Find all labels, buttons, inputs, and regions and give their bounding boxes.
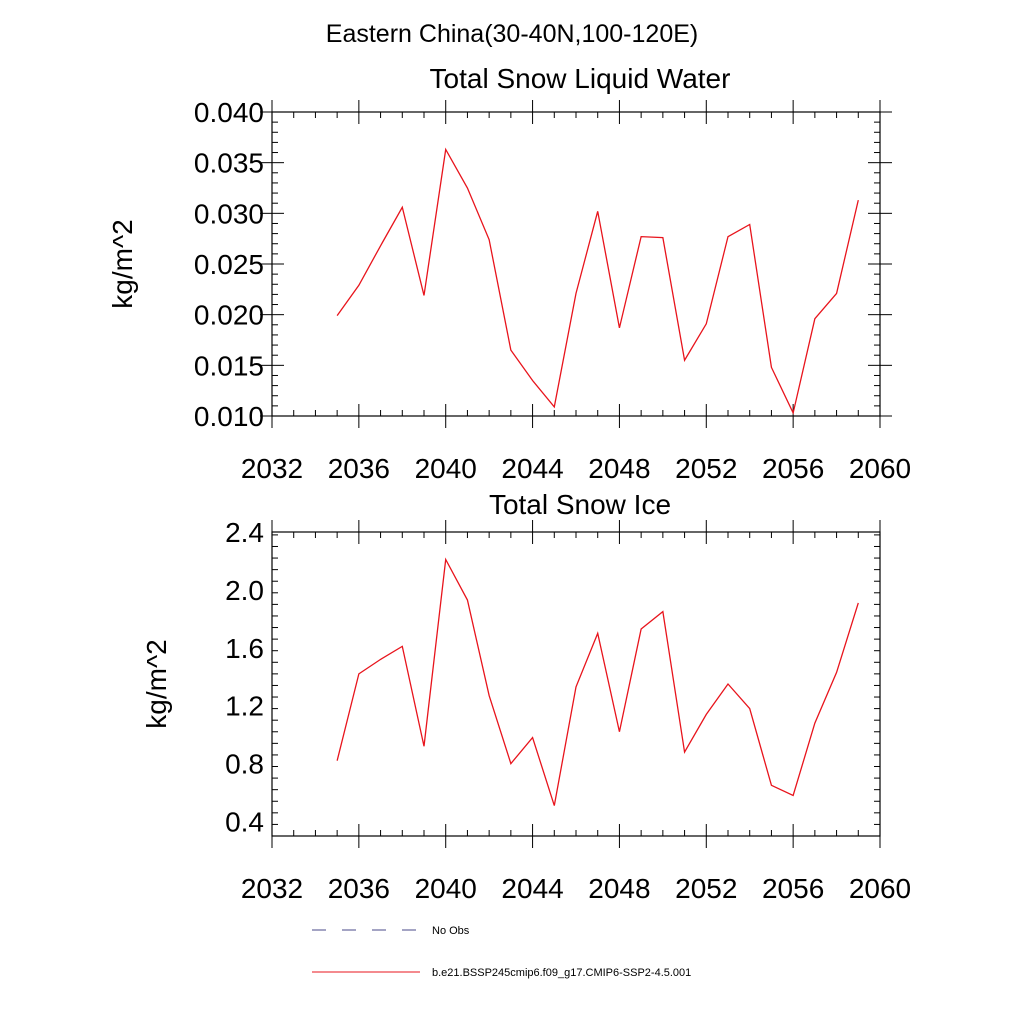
y-tick-label: 0.020: [194, 300, 264, 331]
y-tick-label: 2.0: [225, 575, 264, 606]
x-tick-label: 2052: [675, 453, 737, 484]
chart-panel-snow-ice: Total Snow Ice 2032 2036 2040 2044 2048 2052 20…: [141, 489, 911, 904]
plot-frame: [271, 531, 881, 837]
y-tick-label: 0.8: [225, 749, 264, 780]
x-tick-label: 2036: [328, 453, 390, 484]
y-tick-label: 0.025: [194, 249, 264, 280]
x-tick-label: 2036: [328, 873, 390, 904]
chart-title: Total Snow Ice: [489, 489, 671, 520]
y-axis-label: kg/m^2: [107, 219, 138, 308]
y-tick-label: 0.010: [194, 401, 264, 432]
x-tick-label: 2032: [241, 873, 303, 904]
y-tick-label: 1.2: [225, 691, 264, 722]
legend-label: No Obs: [432, 925, 470, 937]
y-tick-label: 0.030: [194, 198, 264, 229]
series-line: [336, 147, 859, 415]
chart-panel-snow-liquid-water: Total Snow Liquid Water 2032 2036 2040 2044 2…: [107, 63, 911, 484]
x-tick-label: 2040: [415, 453, 477, 484]
y-tick-label: 0.4: [225, 807, 264, 838]
x-tick-label: 2032: [241, 453, 303, 484]
y-axis-label: kg/m^2: [141, 639, 172, 728]
legend: No Obs b.e21.BSSP245cmip6.f09_g17.CMIP6-S…: [312, 925, 691, 979]
x-tick-label: 2048: [588, 873, 650, 904]
plot-frame: [271, 111, 881, 417]
y-tick-label: 0.035: [194, 148, 264, 179]
x-tick-label: 2044: [501, 453, 563, 484]
y-tick-label: 2.4: [225, 517, 264, 548]
x-tick-label: 2052: [675, 873, 737, 904]
x-tick-label: 2060: [849, 453, 911, 484]
chart-title: Total Snow Liquid Water: [430, 63, 731, 94]
series-line: [336, 557, 859, 806]
x-tick-label: 2056: [762, 453, 824, 484]
x-tick-label: 2048: [588, 453, 650, 484]
x-tick-label: 2056: [762, 873, 824, 904]
figure-suptitle: Eastern China(30-40N,100-120E): [326, 20, 698, 48]
y-tick-label: 0.040: [194, 97, 264, 128]
x-tick-label: 2060: [849, 873, 911, 904]
x-tick-label: 2040: [415, 873, 477, 904]
legend-label: b.e21.BSSP245cmip6.f09_g17.CMIP6-SSP2-4.…: [432, 967, 691, 979]
y-tick-label: 0.015: [194, 350, 264, 381]
x-tick-label: 2044: [501, 873, 563, 904]
y-tick-label: 1.6: [225, 633, 264, 664]
